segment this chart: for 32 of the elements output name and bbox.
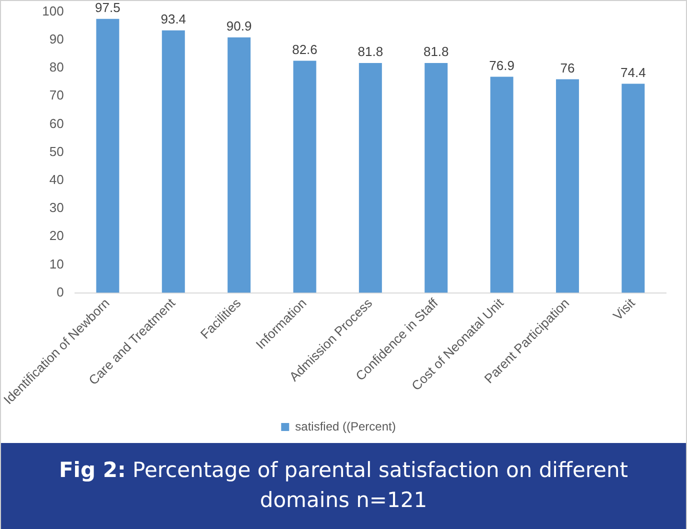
- y-tick-label: 70: [49, 88, 64, 103]
- data-label: 81.8: [358, 44, 384, 60]
- bar: [424, 62, 448, 293]
- y-tick-label: 80: [49, 60, 64, 75]
- data-label: 76: [560, 60, 575, 76]
- data-label: 97.5: [95, 0, 120, 15]
- text: Fig 2: Percentage of parental satisfaction on different domains n=121: [1, 443, 686, 529]
- data-label: 81.8: [423, 44, 449, 60]
- y-tick-label: 100: [42, 3, 64, 18]
- legend-label: satisfied ((Percent): [295, 419, 396, 434]
- bar: [162, 30, 185, 293]
- bar: [293, 60, 316, 293]
- bar: [490, 76, 514, 293]
- y-tick-label: 0: [56, 284, 64, 300]
- y-tick-label: 10: [49, 256, 64, 272]
- data-label: 74.4: [620, 64, 646, 80]
- bar: [96, 18, 120, 293]
- bar: [358, 62, 382, 293]
- bar: [622, 84, 645, 293]
- y-tick-label: 20: [49, 228, 64, 244]
- x-tick-label: Visit: [610, 295, 638, 324]
- y-tick-label: 30: [49, 200, 64, 216]
- bar: [556, 79, 579, 293]
- y-tick-label: 60: [49, 116, 64, 131]
- data-label: 93.4: [160, 11, 186, 26]
- data-label: 76.9: [489, 58, 514, 73]
- y-tick-label: 40: [49, 172, 64, 187]
- bar: [228, 37, 251, 293]
- y-tick-label: 50: [49, 144, 64, 159]
- data-label: 82.6: [292, 42, 318, 57]
- data-label: 90.9: [226, 18, 252, 34]
- y-tick-label: 90: [49, 31, 64, 46]
